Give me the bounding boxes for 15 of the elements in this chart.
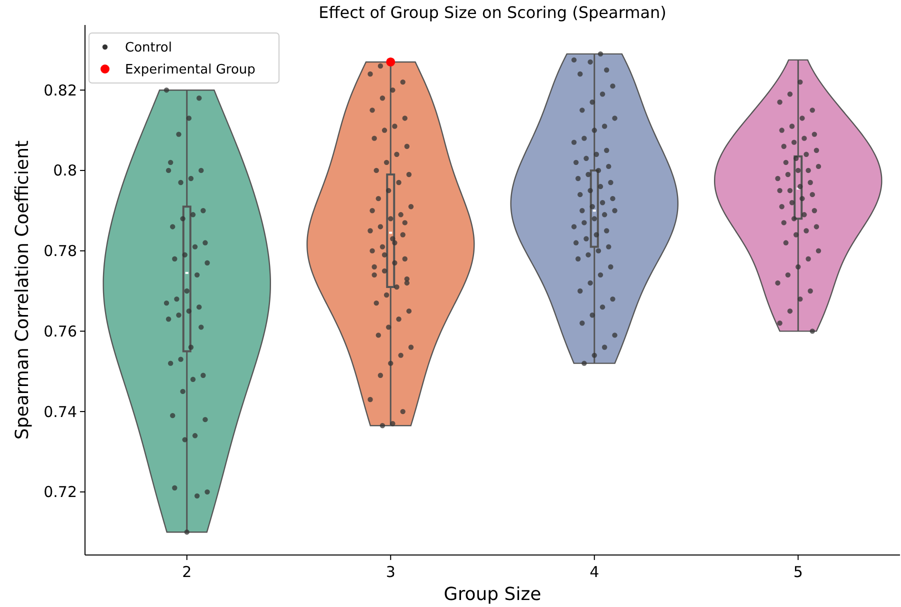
x-tick-label: 3: [386, 563, 396, 581]
x-tick-label: 2: [182, 563, 192, 581]
x-axis-title: Group Size: [444, 584, 542, 605]
x-tick-label: 5: [793, 563, 803, 581]
legend-label: Control: [125, 40, 172, 56]
y-tick-label: 0.78: [44, 242, 77, 260]
y-tick-label: 0.82: [44, 81, 77, 100]
chart-title: Effect of Group Size on Scoring (Spearman): [318, 3, 666, 22]
y-tick-label: 0.8: [53, 162, 77, 180]
y-tick-label: 0.74: [44, 402, 77, 421]
y-tick-label: 0.72: [44, 483, 77, 502]
legend-label: Experimental Group: [125, 62, 256, 78]
y-axis-title: Spearman Correlation Coefficient: [12, 140, 33, 440]
x-tick-label: 4: [590, 563, 600, 581]
y-tick-label: 0.76: [44, 322, 77, 340]
